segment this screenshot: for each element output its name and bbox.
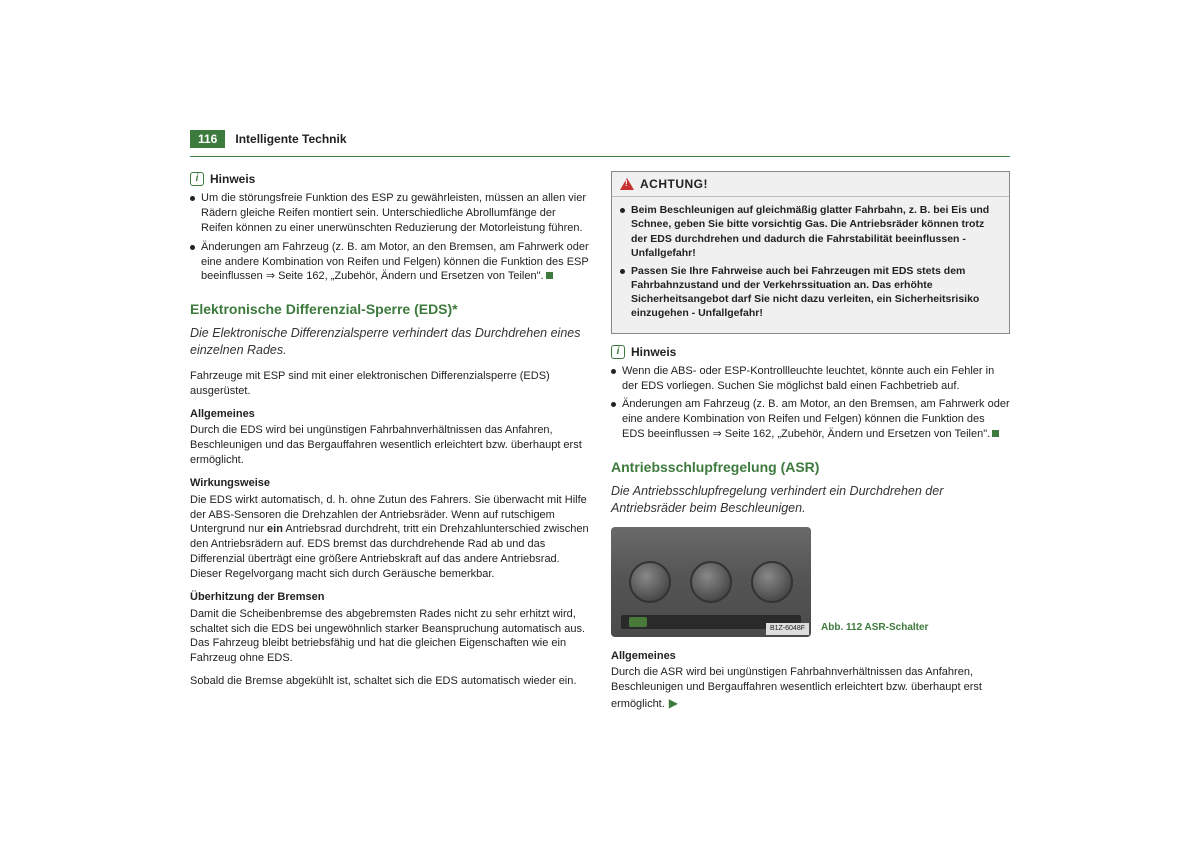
asr-subtitle: Die Antriebsschlupfregelung verhindert e… [611,483,1010,517]
figure-code: B1Z-6048F [766,623,809,634]
eds-intro: Fahrzeuge mit ESP sind mit einer elektro… [190,369,589,399]
eds-subtitle: Die Elektronische Differenzialsperre ver… [190,325,589,359]
hinweis-header: i Hinweis [611,344,1010,360]
asr-title: Antriebsschlupfregelung (ASR) [611,458,1010,477]
header-rule [190,156,1010,157]
wirkungsweise-text: Die EDS wirkt automatisch, d. h. ohne Zu… [190,493,589,582]
bullet-text: Passen Sie Ihre Fahrweise auch bei Fahrz… [631,264,1001,321]
allgemeines-text: Durch die EDS wird bei ungünstigen Fahrb… [190,423,589,468]
achtung-body: Beim Beschleunigen auf gleichmäßig glatt… [612,197,1009,332]
manual-page: 116 Intelligente Technik i Hinweis Um di… [190,130,1010,720]
bullet-icon [620,208,625,213]
hinweis-bullet: Um die störungsfreie Funktion des ESP zu… [190,191,589,236]
ueberhitzung-head: Überhitzung der Bremsen [190,590,589,605]
bullet-text: Änderungen am Fahrzeug (z. B. am Motor, … [622,397,1010,442]
warning-icon [620,178,634,190]
bullet-icon [190,196,195,201]
climate-dial-icon [690,561,732,603]
eds-title: Elektronische Differenzial-Sperre (EDS)* [190,300,589,319]
hinweis-header: i Hinweis [190,171,589,187]
asr-allgemeines-text: Durch die ASR wird bei ungünstigen Fahrb… [611,665,1010,712]
asr-allgemeines-head: Allgemeines [611,649,1010,664]
page-number: 116 [190,130,225,148]
climate-dial-icon [751,561,793,603]
hinweis-label: Hinweis [210,171,255,187]
bullet-text: Um die störungsfreie Funktion des ESP zu… [201,191,589,236]
ueberhitzung-text-2: Sobald die Bremse abgekühlt ist, schalte… [190,674,589,689]
hinweis-bullet: Wenn die ABS- oder ESP-Kontrollleuchte l… [611,364,1010,394]
asr-switch-figure: B1Z-6048F [611,527,811,637]
bullet-icon [620,269,625,274]
end-marker-icon [546,272,553,279]
info-icon: i [611,345,625,359]
content-columns: i Hinweis Um die störungsfreie Funktion … [190,171,1010,720]
bullet-icon [190,245,195,250]
figure-caption: Abb. 112 ASR-Schalter [821,621,928,637]
wirkungsweise-head: Wirkungsweise [190,476,589,491]
bullet-icon [611,369,616,374]
right-column: ACHTUNG! Beim Beschleunigen auf gleichmä… [611,171,1010,720]
hinweis-bullet: Änderungen am Fahrzeug (z. B. am Motor, … [190,240,589,285]
bullet-icon [611,402,616,407]
hinweis-bullet: Änderungen am Fahrzeug (z. B. am Motor, … [611,397,1010,442]
page-header: 116 Intelligente Technik [190,130,1010,148]
climate-dial-icon [629,561,671,603]
hinweis-label: Hinweis [631,344,676,360]
achtung-header: ACHTUNG! [612,172,1009,197]
asr-button-icon [629,617,647,627]
end-marker-icon [992,430,999,437]
achtung-label: ACHTUNG! [640,176,708,192]
bullet-text: Änderungen am Fahrzeug (z. B. am Motor, … [201,240,589,285]
achtung-bullet: Beim Beschleunigen auf gleichmäßig glatt… [620,203,1001,260]
ueberhitzung-text-1: Damit die Scheibenbremse des abgebremste… [190,607,589,666]
info-icon: i [190,172,204,186]
allgemeines-head: Allgemeines [190,407,589,422]
chapter-title: Intelligente Technik [235,132,346,146]
figure-row: B1Z-6048F Abb. 112 ASR-Schalter [611,527,1010,637]
achtung-bullet: Passen Sie Ihre Fahrweise auch bei Fahrz… [620,264,1001,321]
continue-arrow-icon: ▶ [669,696,678,710]
bullet-text: Beim Beschleunigen auf gleichmäßig glatt… [631,203,1001,260]
achtung-box: ACHTUNG! Beim Beschleunigen auf gleichmä… [611,171,1010,334]
bullet-text: Wenn die ABS- oder ESP-Kontrollleuchte l… [622,364,1010,394]
left-column: i Hinweis Um die störungsfreie Funktion … [190,171,589,720]
